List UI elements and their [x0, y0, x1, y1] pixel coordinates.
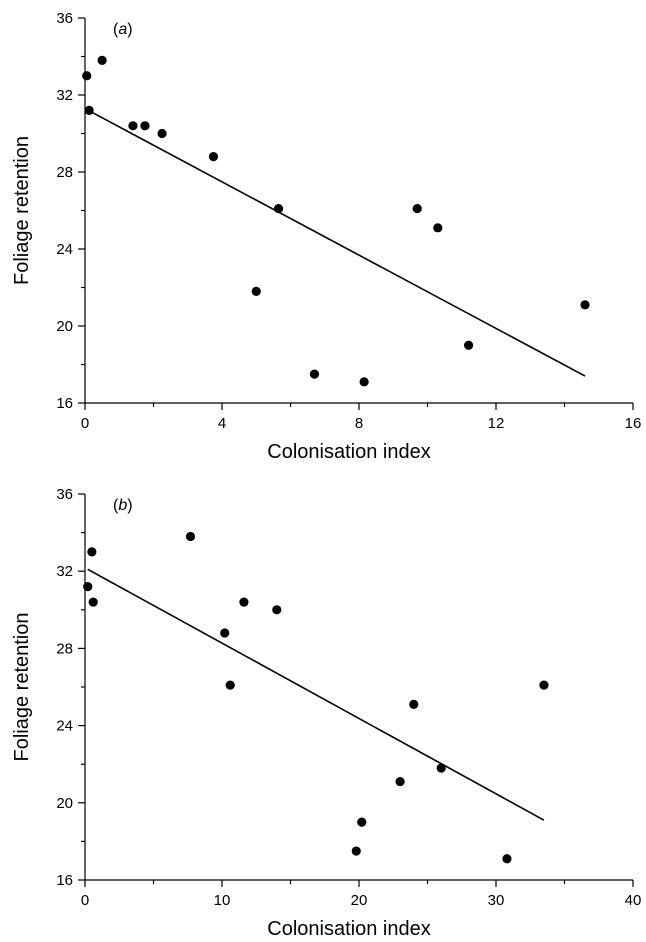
y-tick-label: 20: [56, 318, 73, 335]
data-point: [433, 223, 443, 233]
x-tick-label: 30: [488, 892, 505, 909]
panel-label-letter: a: [118, 21, 127, 38]
y-tick-label: 24: [56, 718, 73, 735]
x-axis-label: Colonisation index: [267, 441, 430, 463]
x-tick-label: 0: [81, 892, 89, 909]
panel-a-scatter-plot: 0 4 8 12 16 16 20 24 28 32 36 Colonisation index Fol…: [11, 10, 641, 463]
x-tick-label: 8: [355, 415, 363, 432]
y-tick-label: 28: [56, 640, 73, 657]
y-tick-label: 36: [56, 10, 73, 27]
data-point: [87, 547, 97, 557]
regression-line: [87, 568, 545, 821]
panel-label-letter: b: [118, 497, 127, 514]
data-point: [185, 531, 196, 542]
data-point: [128, 121, 138, 131]
data-point: [502, 854, 512, 864]
x-tick-label: 12: [488, 415, 505, 432]
data-point: [464, 340, 474, 350]
y-tick-label: 36: [56, 486, 73, 503]
data-point: [395, 776, 405, 787]
x-tick-label: 4: [218, 415, 226, 432]
data-point: [272, 605, 282, 615]
panel-b-scatter-plot: 0 10 20 30 40 16 20 24 28 32 36 Colonisation index F…: [11, 486, 641, 940]
data-point: [140, 121, 150, 131]
data-point: [357, 817, 367, 827]
data-point: [309, 369, 320, 379]
data-point: [409, 699, 419, 709]
regression-line: [88, 109, 586, 377]
data-point: [580, 300, 590, 310]
data-point: [97, 55, 107, 65]
data-point: [273, 203, 284, 214]
data-point: [436, 763, 446, 773]
x-tick-label: 10: [214, 892, 231, 909]
x-tick-label: 0: [81, 415, 89, 432]
data-point: [359, 377, 369, 387]
x-tick-label: 20: [351, 892, 368, 909]
data-point: [82, 71, 92, 81]
y-tick-label: 16: [56, 872, 73, 889]
y-tick-label: 32: [56, 87, 73, 104]
panel-label-open: (: [113, 21, 119, 38]
panel-label-open: (: [113, 497, 119, 514]
x-tick-label: 40: [625, 892, 642, 909]
data-point: [220, 628, 230, 638]
panel-label: (a): [113, 21, 133, 38]
y-axis-label: Foliage retention: [11, 613, 33, 762]
data-point: [208, 152, 219, 162]
y-tick-label: 16: [56, 395, 73, 412]
panel-label: (b): [113, 497, 133, 514]
x-axis-label: Colonisation index: [267, 918, 430, 940]
y-tick-label: 20: [56, 795, 73, 812]
data-point: [412, 203, 422, 214]
data-point: [157, 128, 167, 139]
y-tick-label: 32: [56, 563, 73, 580]
data-point: [351, 846, 361, 856]
data-point: [251, 286, 261, 296]
data-point: [88, 597, 98, 607]
data-point: [84, 105, 94, 115]
x-tick-label: 16: [625, 415, 642, 432]
y-tick-label: 24: [56, 241, 73, 258]
panel-label-close: ): [127, 21, 132, 38]
y-axis-label: Foliage retention: [11, 136, 33, 285]
y-tick-label: 28: [56, 164, 73, 181]
data-point: [225, 680, 235, 690]
data-point: [83, 582, 93, 592]
data-point: [239, 597, 249, 607]
panel-label-close: ): [127, 497, 132, 514]
data-point: [539, 680, 549, 690]
